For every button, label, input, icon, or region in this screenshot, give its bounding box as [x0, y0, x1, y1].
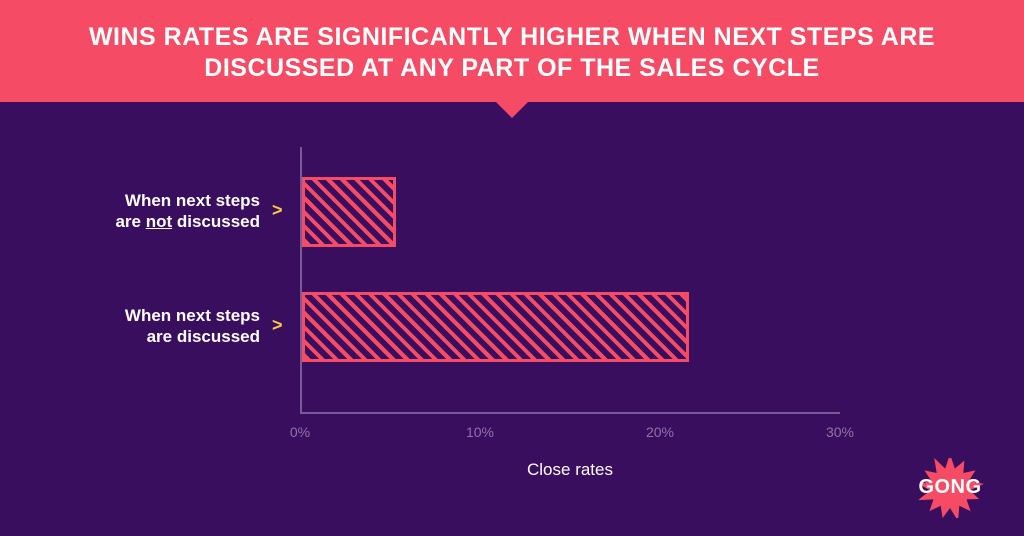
x-tick-label: 0% — [290, 424, 310, 440]
x-axis-label: Close rates — [527, 460, 613, 480]
page: WINS RATES ARE SIGNIFICANTLY HIGHER WHEN… — [0, 0, 1024, 536]
x-axis — [300, 412, 840, 414]
x-tick-label: 20% — [646, 424, 674, 440]
chart-area: When next stepsare not discussed > When ne… — [0, 102, 1024, 536]
bar — [302, 177, 396, 247]
x-tick-label: 30% — [826, 424, 854, 440]
bar — [302, 292, 689, 362]
bar-fill — [305, 295, 686, 359]
chevron-right-icon: > — [272, 315, 283, 336]
chevron-right-icon: > — [272, 200, 283, 221]
bar-label: When next stepsare not discussed — [60, 190, 260, 233]
gong-logo-text: GONG — [918, 476, 981, 499]
x-tick-label: 10% — [466, 424, 494, 440]
header-title: WINS RATES ARE SIGNIFICANTLY HIGHER WHEN… — [60, 22, 964, 85]
bar-label: When next stepsare discussed — [60, 305, 260, 348]
gong-logo: GONG — [904, 458, 996, 518]
bar-fill — [305, 180, 393, 244]
header: WINS RATES ARE SIGNIFICANTLY HIGHER WHEN… — [0, 0, 1024, 102]
